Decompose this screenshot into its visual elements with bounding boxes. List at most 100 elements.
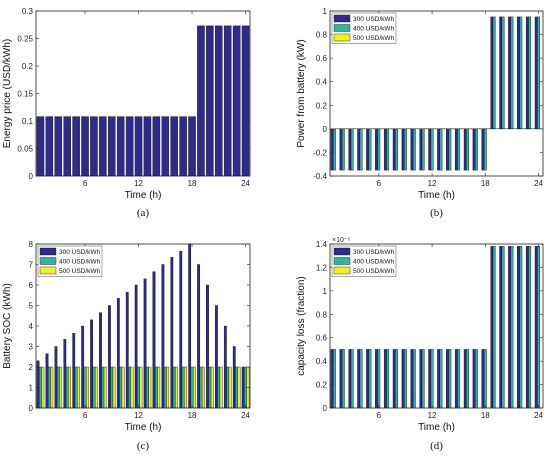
bar-series3-h4	[68, 366, 71, 409]
bar-series1-h2	[339, 128, 343, 171]
bar-series1-h15	[454, 349, 458, 409]
y-tick-label: 0.1	[22, 117, 34, 126]
y-axis-label: Energy price (USD/kWh)	[2, 39, 13, 148]
bar-series2-h2	[47, 366, 51, 409]
legend: 300 USD/kWh 400 USD/kWh 500 USD/kWh	[331, 12, 397, 44]
bar-series3-h10	[121, 366, 125, 409]
bar-series2-h7	[386, 349, 390, 409]
bar-series1-h16	[463, 128, 467, 171]
x-tick-label: 18	[481, 179, 490, 188]
chart-panel-2: -0.4 -0.2 0 0.2 0.4 0.6 0.8 1 6 12 18 24 Time (h) Pow…	[296, 7, 544, 219]
bar-series2-h12	[430, 128, 434, 171]
bar-series2-h10	[412, 349, 416, 409]
bar-series3-h18	[193, 366, 196, 409]
legend-entry: 500 USD/kWh	[353, 35, 395, 42]
bar-series1-h19	[490, 16, 494, 130]
bar-series1-h20	[499, 246, 503, 409]
bar-series3-h22	[228, 366, 232, 409]
bar-series2-h8	[395, 128, 398, 171]
x-tick-label: 6	[377, 179, 382, 188]
bar-series2-h17	[475, 128, 478, 171]
bar-series2-h8	[395, 349, 398, 409]
legend-entry: 500 USD/kWh	[59, 268, 101, 275]
y-axis-label: Battery SOC (kWh)	[2, 283, 13, 369]
bar-series1-h2	[339, 349, 343, 409]
bar-series1-h5	[72, 116, 80, 177]
bar-series2-h7	[92, 366, 96, 409]
bar-series2-h2	[341, 349, 345, 409]
bar-series1-h12	[428, 128, 432, 171]
y-tick-label: 2	[29, 363, 34, 372]
bar-series1-h21	[508, 246, 511, 409]
bar-series2-h4	[359, 128, 363, 171]
bar-series1-h18	[188, 243, 192, 409]
y-tick-label: 0	[29, 172, 34, 181]
bar-series1-h11	[125, 116, 134, 177]
bar-series3-h17	[184, 366, 187, 409]
bar-series1-h9	[401, 128, 405, 171]
bar-series1-h9	[401, 349, 405, 409]
bar-series1-h23	[525, 246, 529, 409]
bar-series3-h15	[166, 366, 170, 409]
bar-series1-h9	[108, 116, 116, 177]
bar-series1-h3	[348, 349, 352, 409]
bar-series2-h12	[430, 349, 434, 409]
bar-series1-h13	[143, 278, 147, 409]
bar-series3-h8	[103, 366, 107, 409]
y-tick-label: 7	[29, 261, 34, 270]
bar-series2-h10	[412, 128, 416, 171]
bar-series2-h19	[199, 366, 203, 409]
bar-series2-h22	[519, 246, 523, 409]
bar-series2-h21	[510, 16, 514, 130]
bar-series1-h16	[170, 257, 174, 409]
bar-series1-h11	[419, 128, 423, 171]
bar-series1-h22	[223, 325, 227, 409]
plot-area	[36, 11, 250, 176]
x-tick-label: 18	[188, 179, 197, 188]
y-tick-label: 0.3	[22, 7, 34, 16]
bar-series2-h6	[83, 366, 87, 409]
bar-series1-h15	[454, 128, 458, 171]
legend-swatch	[333, 247, 351, 256]
bar-series1-h2	[45, 116, 54, 177]
legend-entry: 500 USD/kWh	[353, 268, 395, 275]
bar-series1-h18	[188, 116, 196, 177]
bar-series1-h19	[197, 25, 205, 177]
bar-series1-h8	[99, 312, 102, 409]
panel-caption: (a)	[137, 207, 150, 219]
x-tick-label: 18	[188, 411, 197, 420]
legend-swatch	[333, 266, 351, 275]
bar-series1-h7	[90, 116, 98, 177]
bar-series3-h20	[210, 366, 214, 409]
bar-series2-h13	[146, 366, 149, 409]
y-tick-label: 5	[29, 302, 34, 311]
y-tick-label: 0.6	[316, 54, 328, 63]
bar-series3-h19	[201, 366, 205, 409]
bar-series3-h16	[175, 366, 178, 409]
bar-series2-h5	[74, 366, 78, 409]
bar-series2-h18	[190, 366, 194, 409]
bar-series1-h21	[508, 16, 511, 130]
bar-series1-h7	[383, 349, 387, 409]
bar-series1-h19	[197, 264, 200, 409]
y-tick-label: 1.2	[316, 263, 328, 272]
bar-series3-h14	[157, 366, 161, 409]
bar-series3-h11	[130, 366, 134, 409]
bar-series2-h20	[501, 16, 505, 130]
bar-series2-h6	[377, 349, 381, 409]
panel-caption: (c)	[137, 440, 150, 452]
bar-series3-h3	[59, 366, 63, 409]
bar-series2-h16	[466, 349, 469, 409]
x-tick-label: 12	[428, 179, 437, 188]
bar-series1-h7	[383, 128, 387, 171]
axes-frame	[329, 243, 544, 409]
bar-series1-h24	[534, 16, 538, 130]
bar-series1-h17	[179, 250, 183, 409]
legend-swatch	[39, 247, 57, 256]
bar-series1-h9	[108, 305, 111, 409]
bar-series2-h1	[333, 349, 336, 409]
bar-series1-h20	[206, 25, 214, 177]
y-tick-label: 0.4	[316, 78, 328, 87]
bar-series2-h18	[483, 349, 487, 409]
bar-series2-h1	[333, 128, 336, 171]
